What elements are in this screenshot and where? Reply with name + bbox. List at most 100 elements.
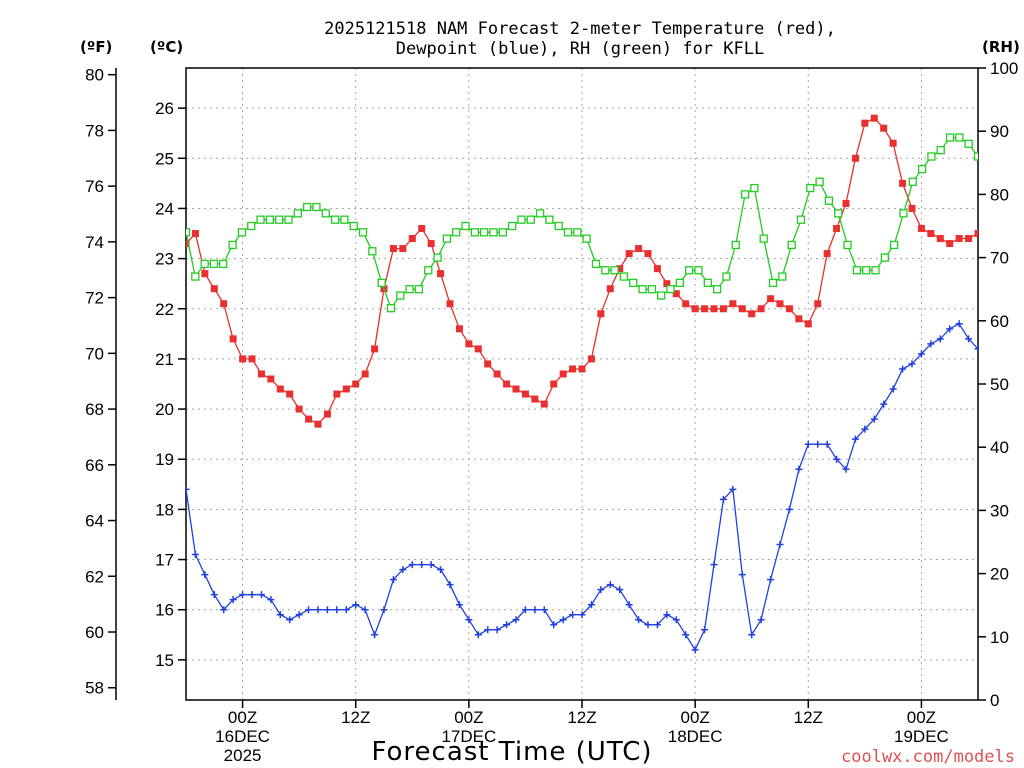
temperature-point [917,225,925,233]
rh-tick-label: 80 [990,185,1009,204]
rh-point [852,266,862,275]
dewpoint-point [512,616,520,624]
fahrenheit-tick-label: 78 [85,121,104,140]
rh-point [321,209,330,218]
rh-point [219,259,228,269]
temperature-series [186,114,978,428]
rh-point [461,221,470,231]
dewpoint-point [314,606,322,614]
dewpoint-point [682,631,690,639]
dewpoint-series [186,320,978,654]
rh-point [899,209,908,218]
temperature-point [653,265,661,273]
x-tick-label-date: 17DEC [441,727,496,746]
dewpoint-line [186,322,978,652]
celsius-tick-label: 25 [155,149,174,168]
rh-point [647,285,657,294]
x-tick-label-time: 00Z [228,708,257,727]
dewpoint-point [578,611,586,619]
temperature-point [286,390,294,398]
celsius-tick-label: 16 [155,601,174,620]
dewpoint-point [842,465,850,473]
rh-point [377,278,386,288]
fahrenheit-tick-label: 70 [85,344,104,363]
dewpoint-point [823,440,831,448]
rh-point [843,240,852,250]
temperature-point [748,310,756,318]
x-tick-label-date: 19DEC [894,727,949,746]
dewpoint-point [276,611,284,619]
temperature-point [597,310,605,318]
rh-point [703,278,712,288]
rh-point [312,202,321,212]
rh-point [955,133,964,142]
temperature-point [276,385,284,393]
temperature-point [484,360,492,368]
celsius-tick-label: 21 [155,350,174,369]
celsius-tick-label: 23 [155,250,174,269]
rh-point [358,228,368,237]
dewpoint-point [833,455,841,463]
fahrenheit-tick-label: 74 [85,233,104,252]
dewpoint-point [597,586,605,594]
rh-point [293,209,302,218]
rh-point [638,285,647,294]
rh-point [554,221,563,231]
dewpoint-point [974,345,978,353]
dewpoint-point [380,606,388,614]
celsius-tick-label: 17 [155,551,174,570]
temperature-point [625,250,633,258]
dewpoint-point [804,440,812,448]
temperature-point [229,335,237,343]
dewpoint-point [908,360,916,368]
rh-point [740,190,750,199]
plot-frame [185,67,979,701]
temperature-point [474,345,482,353]
rh-point [573,228,582,237]
x-tick-label-date: 18DEC [668,727,723,746]
dewpoint-point [399,566,407,574]
temperature-point [955,235,963,243]
x-tick-label-time: 00Z [680,708,709,727]
temperature-point [899,179,907,187]
temperature-point [946,240,954,248]
rh-point [340,215,349,224]
rh-point [480,228,489,237]
rh-point [666,285,675,294]
temperature-point [437,270,445,278]
fahrenheit-tick-label: 58 [85,679,104,698]
temperature-point [927,230,935,238]
rh-tick-label: 100 [990,59,1018,78]
dewpoint-point [239,591,247,599]
temperature-point [814,300,822,308]
rh-point [610,266,619,275]
dewpoint-point [606,581,614,589]
rh-point [619,272,629,281]
temperature-point [455,325,463,333]
dewpoint-point [748,631,756,639]
temperature-point [682,300,690,308]
celsius-tick-label: 15 [155,651,174,670]
temperature-point [908,204,916,212]
rh-tick-label: 50 [990,375,1009,394]
dewpoint-point [342,606,350,614]
temperature-point [371,345,379,353]
rh-point [200,259,209,269]
dewpoint-point [229,596,237,604]
rh-point [228,240,237,250]
temperature-point [465,340,473,348]
temperature-point [644,250,652,258]
dewpoint-point [531,606,539,614]
rh-point [349,221,358,231]
x-tick-label-year: 2025 [224,746,262,765]
fahrenheit-tick-label: 62 [85,567,104,586]
dewpoint-point [729,485,737,493]
temperature-point [842,199,850,207]
temperature-point [257,370,265,378]
temperature-point [663,280,671,288]
temperature-point [776,300,784,308]
dewpoint-point [776,541,784,549]
temperature-point [757,305,765,313]
dewpoint-point [625,601,633,609]
temperature-point [342,385,350,393]
